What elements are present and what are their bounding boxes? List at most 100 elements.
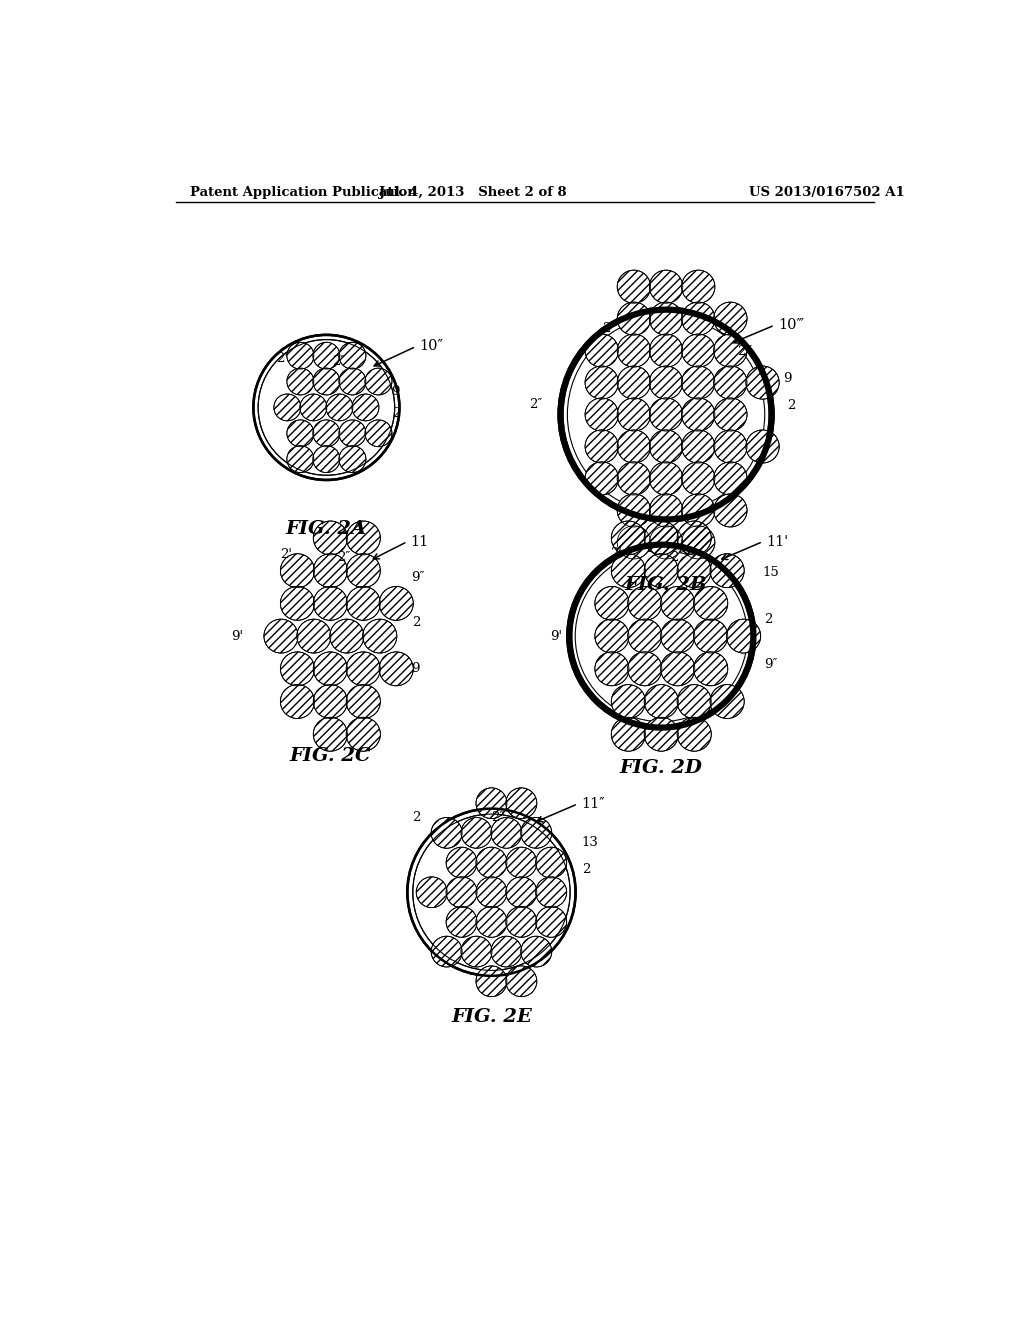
Ellipse shape [585,397,618,432]
Ellipse shape [649,525,683,558]
Ellipse shape [682,430,715,463]
Ellipse shape [490,936,522,968]
Ellipse shape [617,462,650,495]
Ellipse shape [611,717,645,751]
Ellipse shape [714,366,748,399]
Text: 2': 2' [602,322,614,335]
Ellipse shape [476,907,507,937]
Ellipse shape [649,366,683,399]
Text: FIG. 2B: FIG. 2B [625,577,708,594]
Ellipse shape [521,817,552,849]
Ellipse shape [644,717,678,751]
Ellipse shape [281,652,314,686]
Ellipse shape [628,652,662,686]
Ellipse shape [644,553,678,587]
Ellipse shape [461,817,492,849]
Ellipse shape [682,271,715,304]
Ellipse shape [595,586,629,620]
Ellipse shape [339,342,366,370]
Text: FIG. 2D: FIG. 2D [620,759,702,777]
Ellipse shape [693,619,728,653]
Ellipse shape [281,586,314,620]
Text: 9″: 9″ [765,659,778,671]
Ellipse shape [330,619,364,653]
Ellipse shape [287,342,313,370]
Text: 2″: 2″ [332,355,345,368]
Ellipse shape [682,334,715,367]
Ellipse shape [287,368,313,395]
Ellipse shape [727,619,761,653]
Ellipse shape [585,430,618,463]
Ellipse shape [326,393,353,421]
Ellipse shape [649,302,683,335]
Text: 11″: 11″ [582,797,605,810]
Ellipse shape [313,368,340,395]
Ellipse shape [677,685,712,718]
Ellipse shape [693,586,728,620]
Text: 13: 13 [582,836,598,849]
Ellipse shape [339,446,366,473]
Ellipse shape [649,430,683,463]
Ellipse shape [714,462,748,495]
Ellipse shape [476,788,507,818]
Ellipse shape [644,685,678,718]
Ellipse shape [313,586,347,620]
Ellipse shape [710,553,744,587]
Text: 9': 9' [231,630,244,643]
Ellipse shape [677,521,712,554]
Ellipse shape [297,619,331,653]
Text: 9: 9 [412,663,420,675]
Text: 2: 2 [582,863,590,876]
Ellipse shape [258,339,394,475]
Ellipse shape [264,619,298,653]
Ellipse shape [346,521,380,554]
Ellipse shape [536,847,566,878]
Ellipse shape [617,397,650,432]
Ellipse shape [253,335,399,480]
Text: 9: 9 [783,372,792,385]
Text: 2: 2 [786,399,795,412]
Ellipse shape [476,847,507,878]
Ellipse shape [682,397,715,432]
Ellipse shape [617,525,650,558]
Ellipse shape [660,586,695,620]
Ellipse shape [346,553,380,587]
Ellipse shape [506,907,537,937]
Text: 2': 2' [276,352,289,366]
Ellipse shape [611,685,645,718]
Ellipse shape [714,430,748,463]
Ellipse shape [281,553,314,587]
Ellipse shape [352,393,379,421]
Ellipse shape [660,652,695,686]
Ellipse shape [617,366,650,399]
Ellipse shape [506,847,537,878]
Ellipse shape [446,876,477,908]
Ellipse shape [536,907,566,937]
Ellipse shape [417,876,447,908]
Ellipse shape [379,652,414,686]
Text: 2: 2 [412,616,421,630]
Ellipse shape [575,550,748,722]
Ellipse shape [595,652,629,686]
Ellipse shape [431,817,462,849]
Ellipse shape [595,619,629,653]
Text: US 2013/0167502 A1: US 2013/0167502 A1 [749,186,904,199]
Ellipse shape [476,876,507,908]
Text: 11': 11' [766,535,788,549]
Ellipse shape [682,462,715,495]
Ellipse shape [346,685,380,718]
Ellipse shape [339,368,366,395]
Ellipse shape [617,271,650,304]
Ellipse shape [677,717,712,751]
Ellipse shape [628,586,662,620]
Text: 10‴: 10‴ [778,318,804,333]
Ellipse shape [617,302,650,335]
Ellipse shape [506,876,537,908]
Ellipse shape [585,366,618,399]
Ellipse shape [693,652,728,686]
Ellipse shape [365,368,392,395]
Text: 2: 2 [392,407,400,420]
Ellipse shape [745,430,779,463]
Ellipse shape [313,553,347,587]
Text: 2″: 2″ [528,397,542,411]
